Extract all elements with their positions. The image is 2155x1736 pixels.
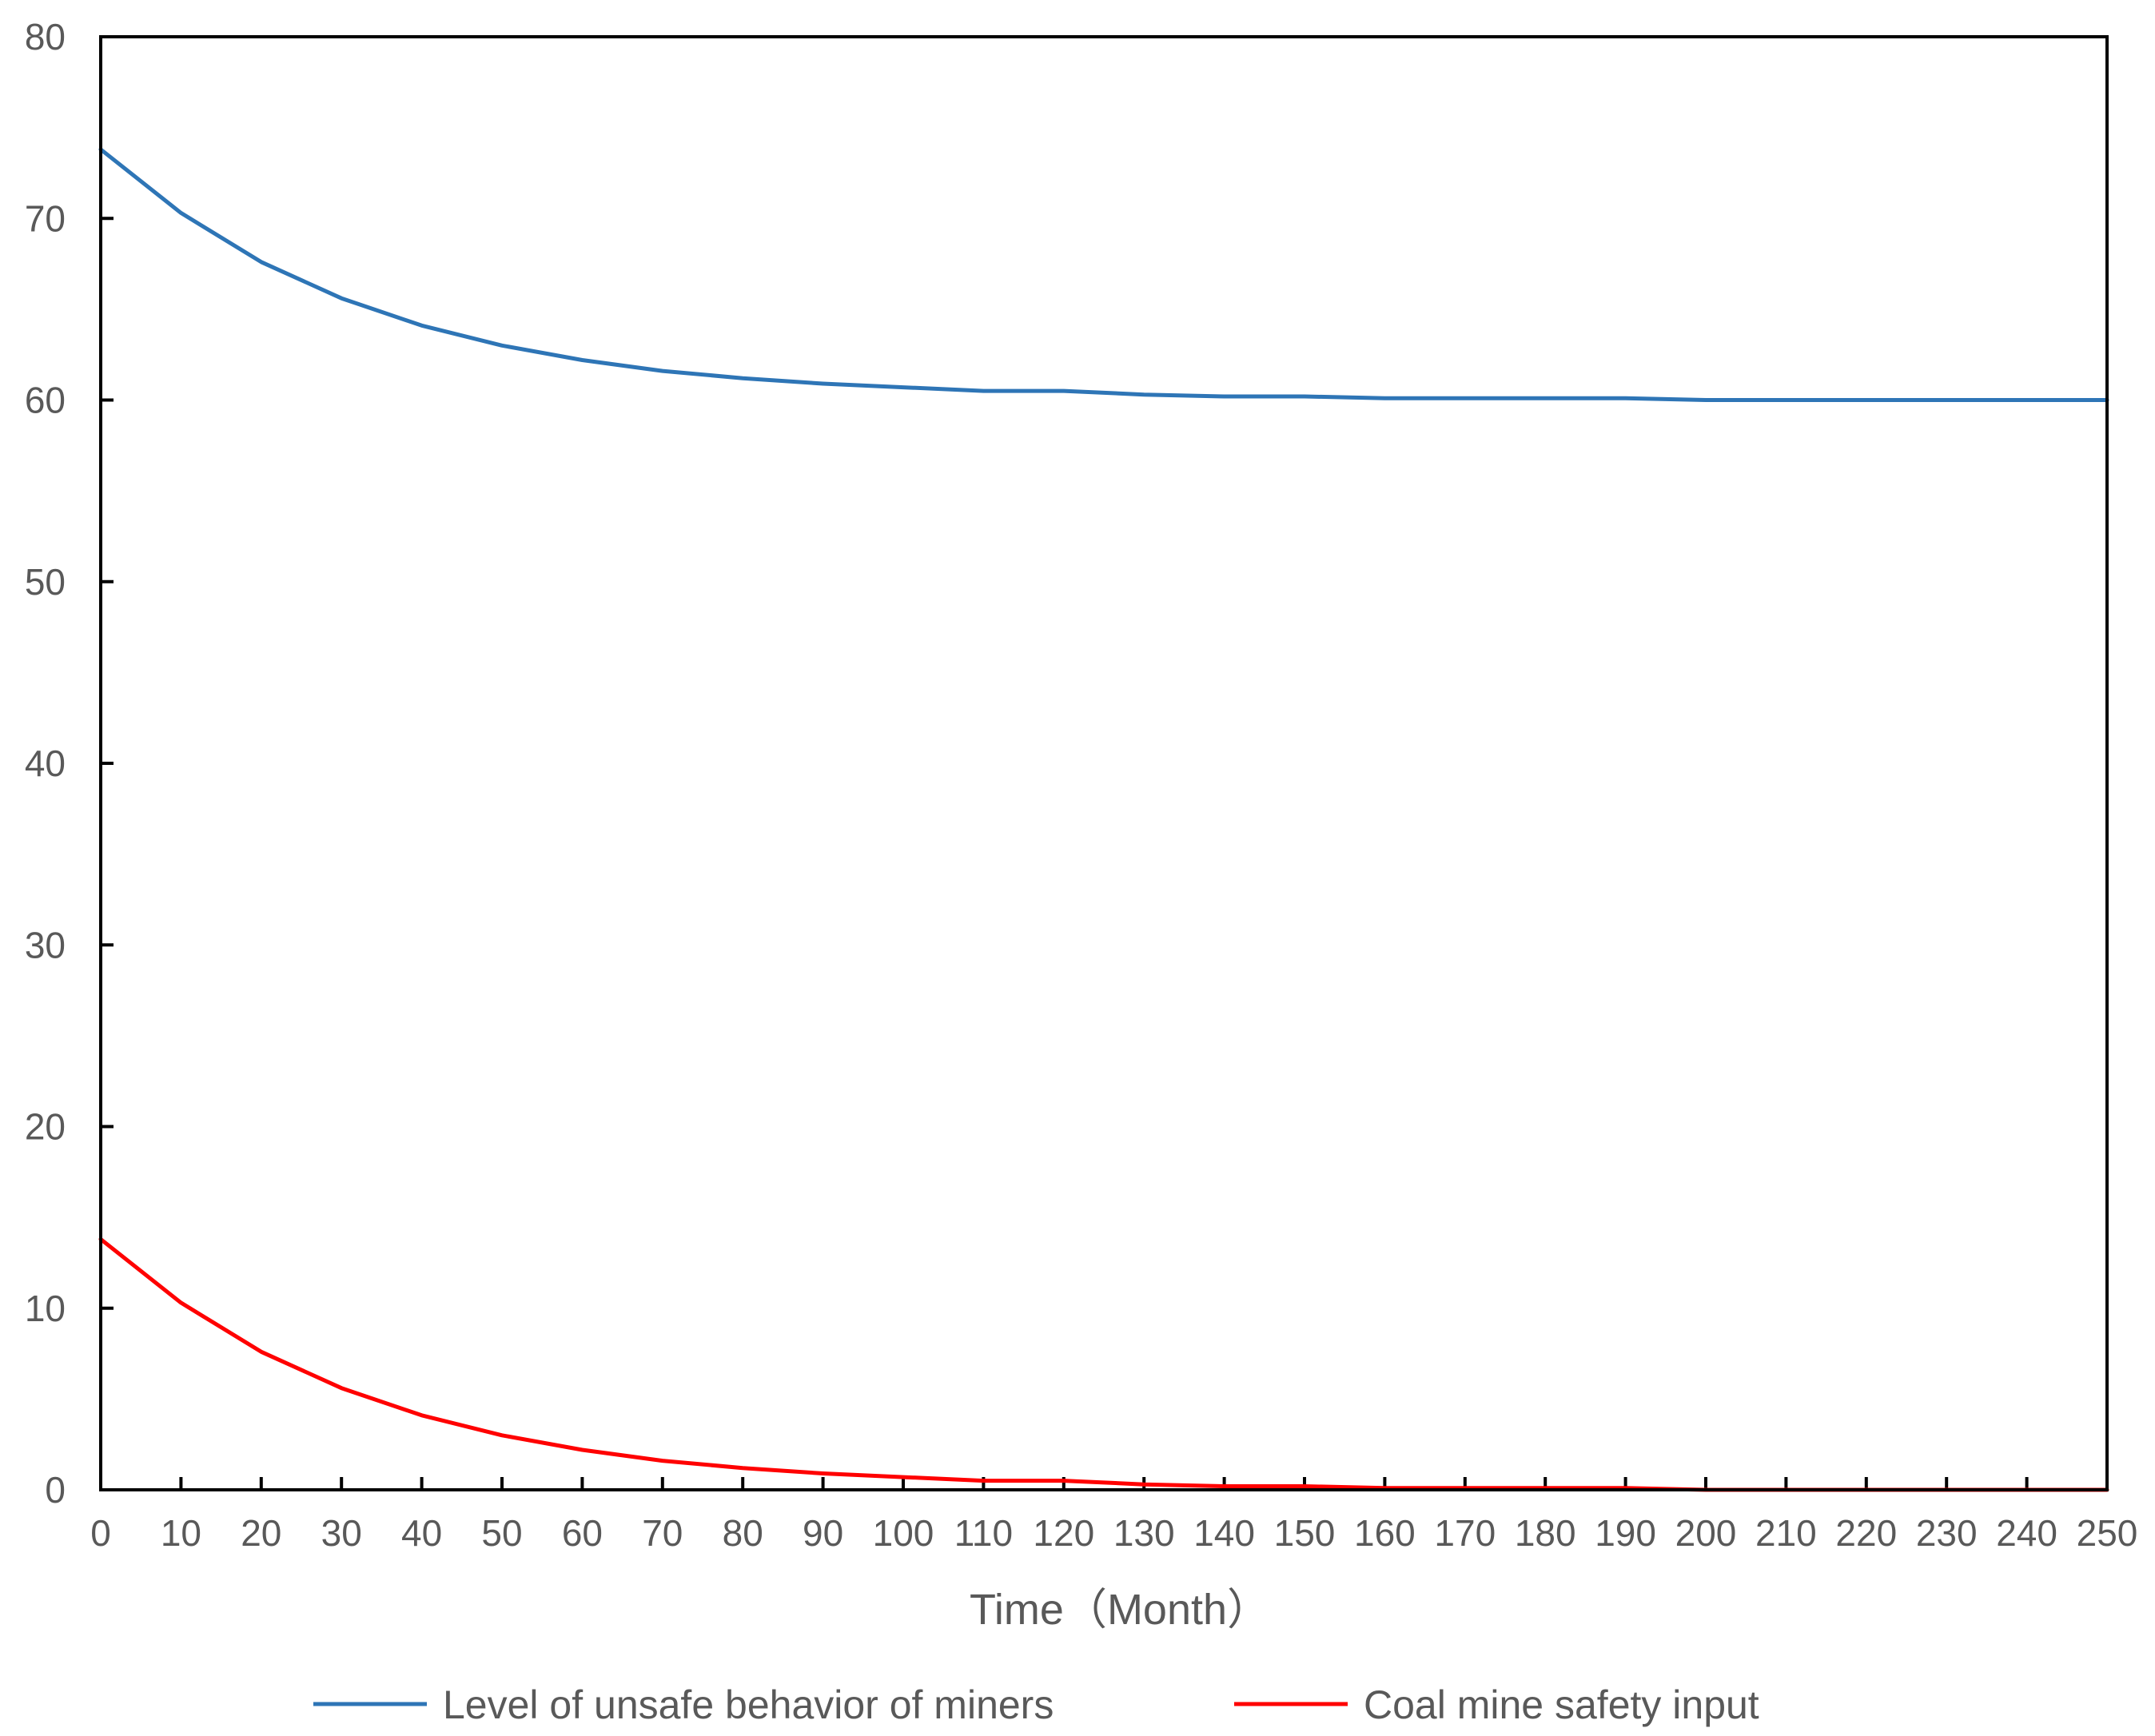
legend-label-2: Coal mine safety input bbox=[1364, 1682, 1759, 1727]
x-tick-label: 100 bbox=[873, 1512, 934, 1554]
x-tick-label: 200 bbox=[1675, 1512, 1737, 1554]
x-tick-label: 150 bbox=[1274, 1512, 1336, 1554]
x-tick-label: 0 bbox=[90, 1512, 111, 1554]
x-tick-label: 240 bbox=[1996, 1512, 2057, 1554]
x-tick-label: 220 bbox=[1835, 1512, 1897, 1554]
x-tick-label: 190 bbox=[1595, 1512, 1656, 1554]
x-tick-label: 250 bbox=[2077, 1512, 2138, 1554]
x-tick-label: 210 bbox=[1755, 1512, 1817, 1554]
x-tick-label: 180 bbox=[1515, 1512, 1576, 1554]
series-line-1 bbox=[98, 147, 2109, 402]
x-tick-label: 70 bbox=[642, 1512, 683, 1554]
x-tick-label: 30 bbox=[321, 1512, 362, 1554]
x-tick-label: 50 bbox=[481, 1512, 522, 1554]
x-tick-label: 230 bbox=[1916, 1512, 1978, 1554]
x-tick-label: 20 bbox=[241, 1512, 281, 1554]
x-tick-label: 90 bbox=[803, 1512, 843, 1554]
y-tick-label: 0 bbox=[45, 1469, 66, 1511]
x-tick-label: 170 bbox=[1434, 1512, 1496, 1554]
y-tick-label: 70 bbox=[25, 197, 66, 239]
x-tick-label: 120 bbox=[1033, 1512, 1094, 1554]
y-tick-label: 80 bbox=[25, 16, 66, 58]
legend-label-1: Level of unsafe behavior of miners bbox=[443, 1682, 1054, 1727]
y-tick-label: 20 bbox=[25, 1106, 66, 1148]
y-tick-label: 10 bbox=[25, 1288, 66, 1329]
y-tick-label: 30 bbox=[25, 924, 66, 966]
y-tick-label: 40 bbox=[25, 743, 66, 784]
x-tick-label: 10 bbox=[161, 1512, 201, 1554]
x-tick-label: 40 bbox=[401, 1512, 442, 1554]
x-axis-ticks: 0 10 20 30 40 50 60 70 80 90 100 110 120 130 140 150 160… bbox=[90, 1477, 2137, 1554]
x-tick-label: 80 bbox=[723, 1512, 763, 1554]
x-tick-label: 60 bbox=[562, 1512, 603, 1554]
y-tick-label: 60 bbox=[25, 380, 66, 421]
legend: Level of unsafe behavior of miners Coal m… bbox=[313, 1682, 1759, 1727]
x-tick-label: 160 bbox=[1354, 1512, 1416, 1554]
x-tick-label: 130 bbox=[1113, 1512, 1175, 1554]
x-axis-title: Time（Month） bbox=[970, 1586, 1270, 1634]
y-tick-label: 50 bbox=[25, 561, 66, 603]
x-tick-label: 140 bbox=[1193, 1512, 1255, 1554]
y-axis-ticks: 0 10 20 30 40 50 60 70 80 bbox=[25, 16, 114, 1511]
x-tick-label: 110 bbox=[954, 1512, 1013, 1554]
